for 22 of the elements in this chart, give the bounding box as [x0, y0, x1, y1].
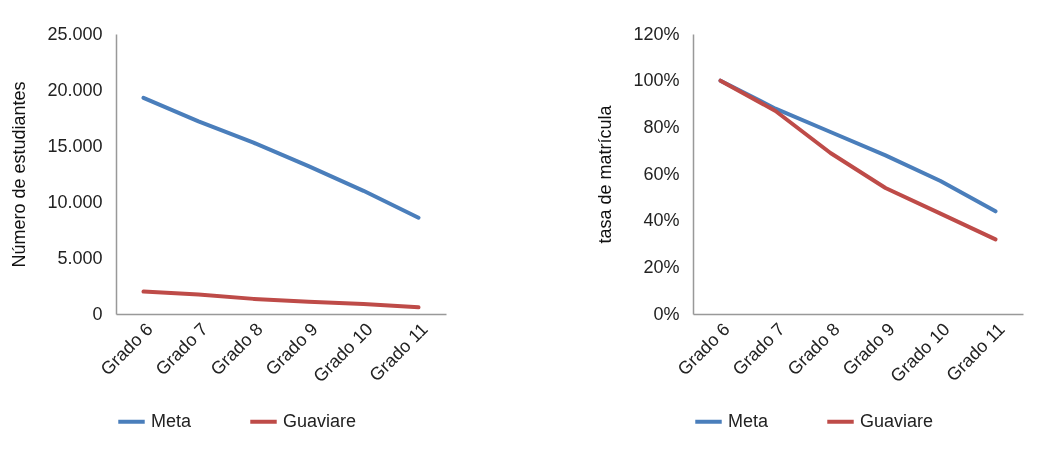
y-tick-label: 80%: [643, 116, 680, 137]
y-tick-label: 20%: [643, 256, 680, 277]
y-tick-label: 25.000: [47, 23, 103, 44]
legend-label: Guaviare: [283, 410, 357, 431]
line-series: [141, 289, 421, 310]
line-series: [718, 78, 998, 242]
y-tick-label: 0: [92, 303, 103, 324]
y-tick-label: 5.000: [57, 247, 103, 268]
line-series: [141, 95, 421, 220]
y-tick-label: 15.000: [47, 135, 103, 156]
y-axis-title: tasa de matrícula: [595, 104, 616, 244]
y-tick-label: 60%: [643, 163, 680, 184]
y-tick-label: 120%: [633, 23, 680, 44]
y-tick-label: 20.000: [47, 79, 103, 100]
y-tick-label: 10.000: [47, 191, 103, 212]
y-tick-label: 100%: [633, 70, 680, 91]
legend-label: Meta: [151, 410, 193, 431]
legend-label: Guaviare: [860, 410, 934, 431]
y-tick-label: 40%: [643, 210, 680, 231]
legend-label: Meta: [728, 410, 770, 431]
y-tick-label: 0%: [653, 303, 680, 324]
y-axis-title: Número de estudiantes: [9, 81, 30, 268]
